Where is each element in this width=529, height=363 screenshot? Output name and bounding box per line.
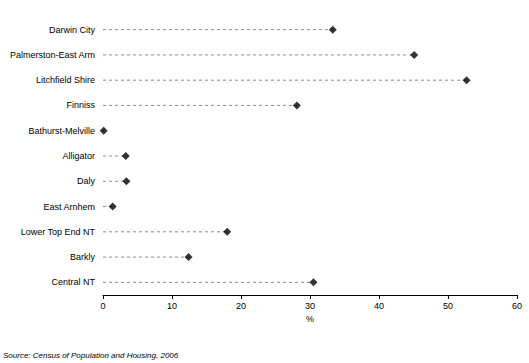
svg-text:Barkly: Barkly (70, 252, 96, 262)
svg-text:%: % (306, 314, 314, 324)
svg-text:Central NT: Central NT (51, 277, 95, 287)
svg-text:Bathurst-Melville: Bathurst-Melville (28, 126, 95, 136)
svg-text:50: 50 (443, 301, 453, 311)
svg-text:20: 20 (236, 301, 246, 311)
svg-text:Palmerston-East Arm: Palmerston-East Arm (10, 50, 95, 60)
svg-text:East Arnhem: East Arnhem (43, 202, 95, 212)
svg-text:Lower Top End NT: Lower Top End NT (21, 227, 96, 237)
svg-text:Litchfield Shire: Litchfield Shire (36, 75, 95, 85)
svg-text:Daly: Daly (77, 176, 96, 186)
svg-text:60: 60 (512, 301, 522, 311)
svg-text:Finniss: Finniss (66, 100, 95, 110)
svg-text:Source: Census of Population a: Source: Census of Population and Housing… (3, 351, 179, 360)
svg-text:Alligator: Alligator (62, 151, 95, 161)
svg-text:40: 40 (374, 301, 384, 311)
svg-text:10: 10 (167, 301, 177, 311)
svg-text:30: 30 (305, 301, 315, 311)
svg-text:Darwin City: Darwin City (49, 25, 96, 35)
svg-text:0: 0 (100, 301, 105, 311)
